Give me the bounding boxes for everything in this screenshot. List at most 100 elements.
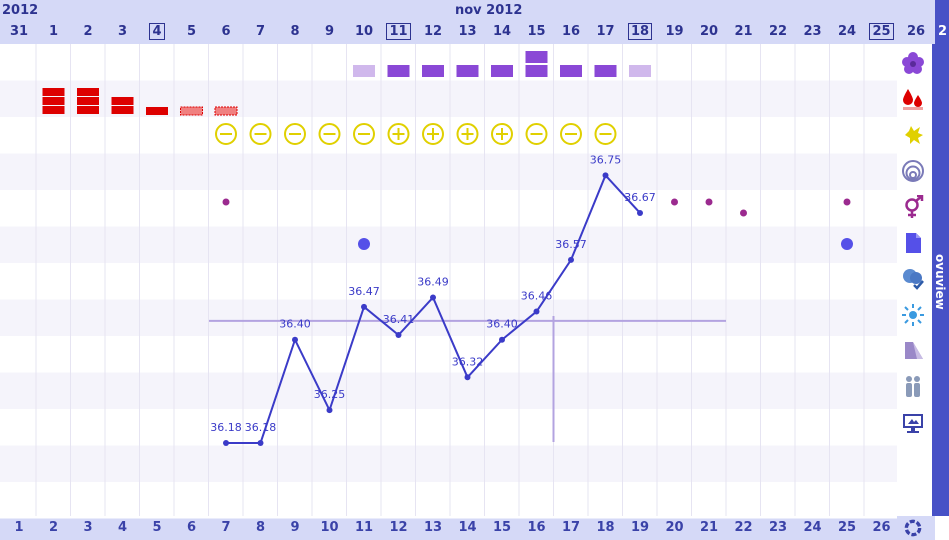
footer-cycle-day-bar: [0, 516, 935, 540]
menstruation-bar: [42, 97, 65, 105]
header-date[interactable]: 22: [761, 24, 795, 39]
header-date[interactable]: 12: [416, 24, 450, 39]
header-date[interactable]: 16: [554, 24, 588, 39]
temperature-label: 36.40: [279, 318, 311, 331]
temperature-label: 36.57: [555, 238, 587, 251]
grid-row: [0, 336, 897, 373]
menstruation-bar: [77, 97, 99, 105]
splash-icon[interactable]: [901, 123, 925, 147]
footer-cycle-day: 14: [458, 520, 477, 535]
temperature-label: 36.18: [245, 421, 277, 434]
mucus-bar: [560, 65, 582, 77]
mucus-bar: [491, 65, 513, 77]
ovulation-test-symbol: [525, 123, 548, 145]
ovulation-test-symbol: [560, 123, 582, 145]
header-date[interactable]: 11: [382, 23, 416, 40]
ovulation-test-symbol: [215, 123, 237, 145]
ovulation-test-symbol: [387, 123, 410, 145]
header-date[interactable]: 5: [175, 24, 209, 39]
puzzle-check-icon[interactable]: [901, 267, 925, 291]
monitor-icon[interactable]: [901, 411, 925, 435]
year-label: 2012: [2, 3, 39, 18]
footer-cycle-day: 20: [665, 520, 684, 535]
temperature-point: [568, 256, 574, 263]
ovuview-label: ovuview: [933, 254, 947, 310]
spiral-icon[interactable]: [901, 159, 925, 183]
header-date[interactable]: 21: [727, 24, 761, 39]
header-date[interactable]: 14: [485, 24, 519, 39]
menstruation-bar: [146, 107, 168, 115]
footer-cycle-day: 12: [389, 520, 408, 535]
header-date-label: 24: [837, 24, 857, 39]
header-date[interactable]: 4: [140, 23, 174, 40]
footer-cycle-day: 21: [699, 520, 719, 535]
header-date[interactable]: 24: [830, 24, 864, 39]
header-date-label: 8: [290, 24, 300, 39]
ovulation-test-symbol: [353, 123, 375, 145]
grid-row: [0, 409, 897, 446]
header-date-bar: [0, 22, 935, 44]
header-date[interactable]: 20: [692, 24, 726, 39]
header-date[interactable]: 7: [244, 24, 278, 39]
grid-row: [0, 153, 897, 190]
mucus-bar: [525, 65, 548, 77]
temperature-point: [533, 308, 540, 315]
ovulation-test-symbol: [422, 123, 444, 145]
menstruation-bar: [77, 88, 99, 96]
header-date[interactable]: 23: [796, 24, 830, 39]
footer-cycle-day: 13: [423, 520, 443, 535]
grid-row: [0, 372, 897, 409]
temperature-point: [602, 172, 609, 179]
cycle-ring-icon[interactable]: [903, 518, 923, 538]
header-date-label: 21: [734, 24, 753, 39]
header-date[interactable]: 25: [865, 23, 899, 40]
header-date[interactable]: 19: [658, 24, 692, 39]
header-date-label: 18: [627, 23, 653, 40]
header-date[interactable]: 10: [347, 24, 381, 39]
note-dot: [841, 238, 853, 250]
sun-icon[interactable]: [901, 303, 925, 327]
temperature-point: [395, 332, 402, 339]
flower-icon[interactable]: [901, 51, 925, 75]
header-date[interactable]: 17: [589, 24, 623, 39]
header-date[interactable]: 1: [37, 24, 71, 39]
menstruation-bar: [77, 106, 99, 114]
footer-cycle-day: 8: [255, 520, 266, 535]
next-month-tab[interactable]: [935, 0, 949, 44]
spotting-bar: [180, 106, 203, 116]
header-date[interactable]: 3: [106, 24, 140, 39]
temperature-label: 36.67: [624, 191, 656, 204]
footer-cycle-day: 25: [837, 520, 857, 535]
temperature-label: 36.25: [314, 388, 346, 401]
temperature-point: [464, 374, 471, 381]
document-icon[interactable]: [901, 231, 925, 255]
footer-cycle-day: 6: [186, 520, 197, 535]
temperature-label: 36.32: [452, 355, 484, 368]
mucus-bar-extra: [525, 51, 548, 63]
header-date[interactable]: 31: [2, 24, 36, 39]
temperature-label: 36.47: [348, 285, 380, 298]
footer-cycle-day: 9: [290, 520, 300, 535]
header-date[interactable]: 6: [209, 24, 243, 39]
temperature-point: [223, 440, 229, 446]
header-date[interactable]: 8: [278, 24, 312, 39]
grid-row: [0, 190, 897, 227]
header-date[interactable]: 13: [451, 24, 485, 39]
gender-icon[interactable]: [901, 195, 925, 219]
footer-cycle-day: 2: [48, 520, 59, 535]
footer-cycle-day: 15: [492, 520, 512, 535]
temperature-label: 36.49: [417, 275, 449, 288]
footer-cycle-day: 26: [872, 520, 891, 535]
header-date[interactable]: 18: [623, 23, 657, 40]
header-date[interactable]: 15: [520, 24, 554, 39]
header-date[interactable]: 9: [313, 24, 347, 39]
ovuview-side-tab[interactable]: [932, 44, 949, 516]
couple-icon[interactable]: [901, 375, 925, 399]
menstruation-bar: [111, 106, 134, 114]
header-date[interactable]: 26: [899, 24, 933, 39]
header-date[interactable]: 2: [71, 24, 105, 39]
cone-icon[interactable]: [901, 339, 925, 363]
temperature-point: [326, 407, 333, 414]
blood-drop-icon[interactable]: [901, 87, 925, 111]
